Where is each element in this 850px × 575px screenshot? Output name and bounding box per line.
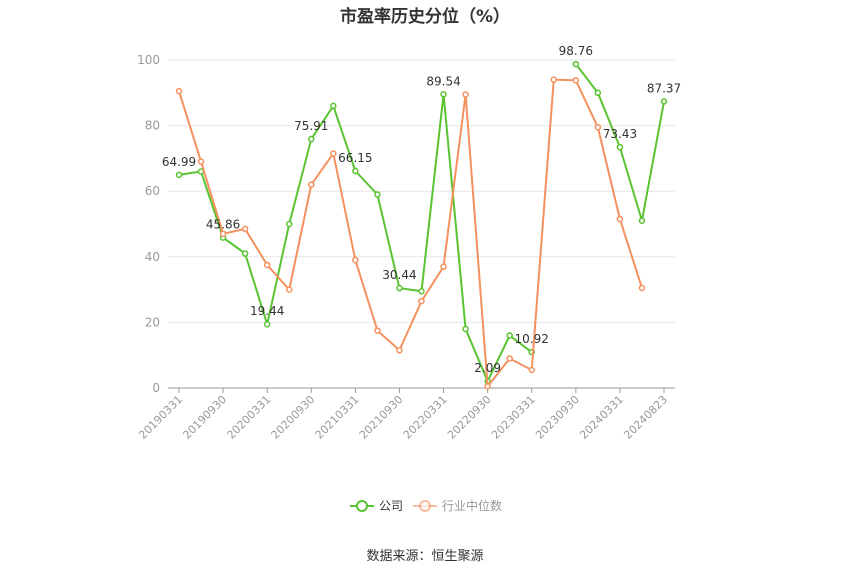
data-point-company xyxy=(241,250,249,257)
legend-item-company[interactable]: 公司 xyxy=(350,499,403,513)
data-point-company xyxy=(660,98,668,105)
data-point-company xyxy=(594,89,602,97)
x-tick-label: 20240823 xyxy=(621,393,670,442)
data-point-company xyxy=(638,217,646,224)
data-point-company xyxy=(374,191,381,198)
data-label: 98.76 xyxy=(559,44,593,58)
data-point-industry xyxy=(330,150,337,157)
x-tick-label: 20240331 xyxy=(577,393,626,442)
data-label: 19.44 xyxy=(250,304,284,318)
data-point-company xyxy=(263,320,271,328)
data-point-industry xyxy=(550,76,558,83)
data-point-industry xyxy=(352,256,359,264)
x-tick-label: 20200331 xyxy=(225,393,274,442)
data-labels: 64.99 45.86 19.44 75.91 66.15 30.44 89.54 2.09 1… xyxy=(162,44,681,375)
series-lines xyxy=(175,60,668,390)
data-point-company xyxy=(506,332,513,339)
series-line-industry xyxy=(178,78,643,389)
series-line-company xyxy=(178,94,533,384)
y-tick-label: 100 xyxy=(137,53,160,67)
grid-lines xyxy=(168,59,675,323)
data-point-company xyxy=(396,284,403,292)
axes: 0 20 40 60 80 100 2019033120190930202003312020… xyxy=(136,53,675,442)
data-point-company xyxy=(285,220,293,228)
x-tick-label: 20220331 xyxy=(401,393,450,442)
data-point-industry xyxy=(616,215,624,223)
legend-item-industry[interactable]: 行业中位数 xyxy=(413,498,502,513)
data-point-company xyxy=(330,102,337,110)
data-point-industry xyxy=(440,263,447,270)
data-point-industry xyxy=(638,284,646,292)
data-point-industry xyxy=(374,327,381,334)
x-tick-label: 20190930 xyxy=(180,393,229,442)
x-tick-label: 20230930 xyxy=(533,393,582,442)
data-point-company xyxy=(462,325,469,333)
y-tick-label: 0 xyxy=(152,381,160,395)
data-label: 10.92 xyxy=(515,332,549,346)
data-label: 75.91 xyxy=(294,119,328,133)
data-point-company xyxy=(418,287,425,295)
x-tick-label: 20190331 xyxy=(136,393,185,442)
data-point-industry xyxy=(462,91,469,98)
data-label: 87.37 xyxy=(647,81,681,95)
legend-marker-company xyxy=(356,500,368,512)
source-note: 数据来源：恒生聚源 xyxy=(366,549,484,564)
x-tick-label: 20200930 xyxy=(269,393,318,442)
data-point-industry xyxy=(484,383,491,390)
data-point-industry xyxy=(396,347,403,354)
legend-marker-industry xyxy=(419,500,431,512)
data-point-industry xyxy=(308,181,315,188)
x-tick-label: 20230331 xyxy=(489,393,538,442)
legend-label-company: 公司 xyxy=(379,499,403,513)
data-point-industry xyxy=(263,261,271,269)
y-tick-label: 80 xyxy=(145,119,160,133)
data-point-company xyxy=(616,143,624,151)
data-point-industry xyxy=(572,77,580,84)
data-point-company xyxy=(440,91,447,98)
data-label: 2.09 xyxy=(474,361,501,375)
x-tick-label: 20210331 xyxy=(313,393,362,442)
data-point-company xyxy=(352,167,359,175)
data-label: 66.15 xyxy=(338,151,372,165)
data-point-industry xyxy=(594,123,602,131)
x-tick-label: 20210930 xyxy=(357,393,406,442)
legend[interactable]: 公司 行业中位数 xyxy=(350,498,502,513)
data-point-industry xyxy=(175,87,183,95)
data-point-industry xyxy=(528,366,535,374)
data-point-industry xyxy=(241,225,249,233)
data-label: 89.54 xyxy=(426,74,460,88)
data-point-company xyxy=(175,171,183,179)
y-tick-label: 40 xyxy=(145,250,160,264)
data-point-company xyxy=(572,60,580,68)
data-point-industry xyxy=(219,230,227,238)
legend-label-industry: 行业中位数 xyxy=(442,498,502,513)
data-label: 64.99 xyxy=(162,155,196,169)
chart-title: 市盈率历史分位（%） xyxy=(339,7,511,27)
data-point-company xyxy=(308,135,315,143)
y-tick-label: 20 xyxy=(145,315,160,329)
data-label: 45.86 xyxy=(206,218,240,232)
data-label: 73.43 xyxy=(603,127,637,141)
data-point-industry xyxy=(506,355,513,362)
data-point-industry xyxy=(418,297,425,305)
x-tick-label: 20220930 xyxy=(445,393,494,442)
data-point-industry xyxy=(285,286,293,293)
data-label: 30.44 xyxy=(382,268,416,282)
data-point-industry xyxy=(197,158,205,165)
y-tick-label: 60 xyxy=(145,184,160,198)
